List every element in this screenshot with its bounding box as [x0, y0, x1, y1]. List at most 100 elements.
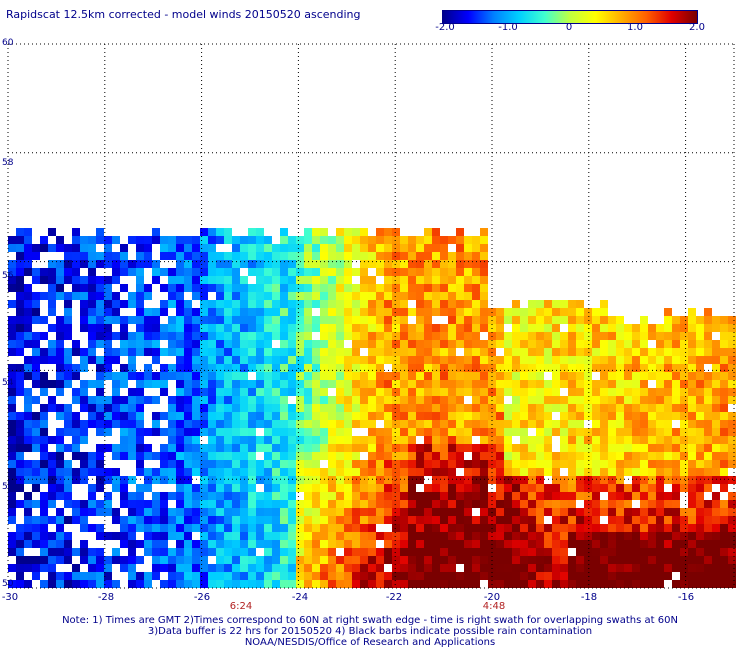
heatmap-cell: [240, 508, 248, 516]
heatmap-cell: [376, 324, 384, 332]
x-tick-label: -16: [677, 592, 695, 603]
heatmap-cell: [552, 396, 560, 404]
heatmap-cell: [96, 300, 104, 308]
heatmap-cell: [520, 412, 528, 420]
heatmap-cell: [136, 292, 144, 300]
heatmap-cell: [408, 500, 416, 508]
heatmap-cell: [80, 420, 88, 428]
heatmap-cell: [72, 276, 80, 284]
heatmap-cell: [704, 476, 712, 484]
heatmap-cell: [384, 476, 392, 484]
heatmap-cell: [480, 420, 488, 428]
heatmap-cell: [360, 228, 368, 236]
heatmap-cell: [464, 492, 472, 500]
heatmap-cell: [56, 388, 64, 396]
heatmap-cell: [120, 444, 128, 452]
heatmap-cell: [424, 548, 432, 556]
heatmap-cell: [256, 276, 264, 284]
heatmap-cell: [704, 388, 712, 396]
heatmap-cell: [280, 308, 288, 316]
heatmap-cell: [712, 580, 720, 588]
heatmap-cell: [688, 524, 696, 532]
heatmap-cell: [520, 380, 528, 388]
heatmap-cell: [296, 252, 304, 260]
heatmap-cell: [584, 332, 592, 340]
heatmap-cell: [624, 420, 632, 428]
heatmap-cell: [40, 412, 48, 420]
heatmap-cell: [248, 308, 256, 316]
heatmap-cell: [432, 268, 440, 276]
heatmap-cell: [400, 308, 408, 316]
heatmap-cell: [432, 228, 440, 236]
heatmap-cell: [128, 396, 136, 404]
heatmap-cell: [408, 356, 416, 364]
heatmap-cell: [304, 372, 312, 380]
heatmap-cell: [696, 500, 704, 508]
heatmap-cell: [200, 252, 208, 260]
heatmap-cell: [264, 324, 272, 332]
heatmap-cell: [232, 252, 240, 260]
heatmap-cell: [568, 396, 576, 404]
heatmap-cell: [56, 524, 64, 532]
heatmap-cell: [136, 412, 144, 420]
heatmap-cell: [560, 508, 568, 516]
heatmap-cell: [472, 236, 480, 244]
heatmap-cell: [480, 316, 488, 324]
heatmap-cell: [568, 324, 576, 332]
heatmap-cell: [320, 340, 328, 348]
heatmap-cell: [152, 540, 160, 548]
heatmap-cell: [680, 564, 688, 572]
heatmap-cell: [64, 356, 72, 364]
heatmap-cell: [408, 348, 416, 356]
heatmap-cell: [392, 564, 400, 572]
heatmap-cell: [232, 508, 240, 516]
heatmap-cell: [248, 396, 256, 404]
heatmap-cell: [352, 516, 360, 524]
heatmap-cell: [320, 364, 328, 372]
heatmap-cell: [512, 356, 520, 364]
heatmap-cell: [408, 380, 416, 388]
heatmap-cell: [208, 268, 216, 276]
heatmap-cell: [520, 404, 528, 412]
heatmap-cell: [520, 444, 528, 452]
heatmap-cell: [304, 492, 312, 500]
heatmap-cell: [328, 524, 336, 532]
heatmap-cell: [584, 452, 592, 460]
heatmap-cell: [456, 548, 464, 556]
heatmap-cell: [288, 572, 296, 580]
heatmap-cell: [416, 500, 424, 508]
heatmap-cell: [400, 412, 408, 420]
heatmap-cell: [520, 500, 528, 508]
heatmap-cell: [400, 468, 408, 476]
heatmap-cell: [88, 260, 96, 268]
heatmap-cell: [480, 372, 488, 380]
heatmap-cell: [80, 252, 88, 260]
heatmap-cell: [288, 484, 296, 492]
heatmap-cell: [360, 484, 368, 492]
heatmap-cell: [440, 260, 448, 268]
heatmap-cell: [392, 444, 400, 452]
heatmap-cell: [592, 444, 600, 452]
heatmap-cell: [104, 332, 112, 340]
heatmap-cell: [568, 532, 576, 540]
heatmap-cell: [648, 564, 656, 572]
heatmap-cell: [96, 292, 104, 300]
heatmap-cell: [8, 420, 16, 428]
heatmap-cell: [24, 316, 32, 324]
heatmap-cell: [160, 500, 168, 508]
heatmap-cell: [592, 476, 600, 484]
heatmap-cell: [120, 332, 128, 340]
heatmap-cell: [344, 484, 352, 492]
heatmap-cell: [280, 372, 288, 380]
heatmap-cell: [144, 428, 152, 436]
heatmap-cell: [440, 508, 448, 516]
heatmap-cell: [392, 532, 400, 540]
heatmap-cell: [72, 364, 80, 372]
heatmap-cell: [584, 460, 592, 468]
heatmap-cell: [16, 580, 24, 588]
heatmap-cell: [408, 340, 416, 348]
heatmap-cell: [200, 484, 208, 492]
heatmap-cell: [40, 524, 48, 532]
heatmap-cell: [584, 324, 592, 332]
heatmap-cell: [568, 340, 576, 348]
